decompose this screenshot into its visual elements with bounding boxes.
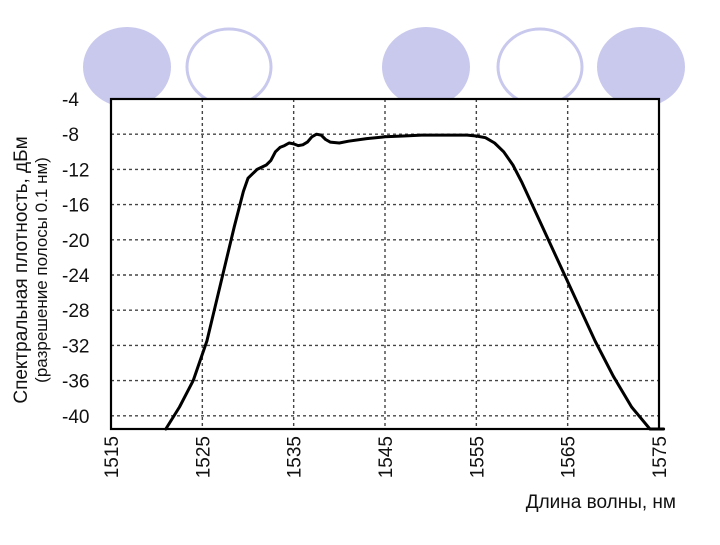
decor-circle-outline [185, 27, 273, 107]
x-tick-label: 1575 [650, 436, 671, 478]
decor-circle-filled [83, 27, 171, 107]
x-axis-label: Длина волны, нм [526, 492, 676, 513]
y-tick-label: -36 [62, 372, 89, 393]
y-tick-label: -8 [62, 125, 79, 146]
y-tick-labels: -4 -8 -12 -16 -20 -24 -28 -32 -36 -40 [62, 90, 90, 428]
x-tick-label: 1565 [559, 436, 580, 478]
x-tick-label: 1525 [193, 436, 214, 478]
y-tick-label: -40 [62, 407, 89, 428]
y-tick-label: -24 [62, 266, 90, 287]
decor-circle-filled [597, 27, 685, 107]
series-line [164, 132, 666, 431]
x-tick-labels: 1515 1525 1535 1545 1555 1565 1575 [102, 436, 671, 478]
y-tick-label: -16 [62, 196, 89, 217]
x-tick-label: 1515 [102, 436, 123, 478]
y-tick-label: -12 [62, 160, 89, 181]
y-tick-label: -32 [62, 336, 89, 357]
decor-circles [83, 27, 685, 429]
y-tick-label: -4 [62, 90, 79, 111]
decor-circle-filled [382, 27, 470, 107]
y-tick-label: -28 [62, 301, 89, 322]
decor-circle-outline [496, 27, 584, 107]
y-axis-label: Спектральная плотность, дБм [11, 136, 32, 403]
plot-frame [109, 97, 661, 431]
x-tick-label: 1535 [285, 436, 306, 478]
y-axis-label-resolution: (разрешение полосы 0.1 нм) [32, 157, 51, 383]
x-tick-label: 1545 [376, 436, 397, 478]
y-tick-label: -20 [62, 231, 89, 252]
grid [111, 99, 659, 429]
x-tick-label: 1555 [467, 436, 488, 478]
